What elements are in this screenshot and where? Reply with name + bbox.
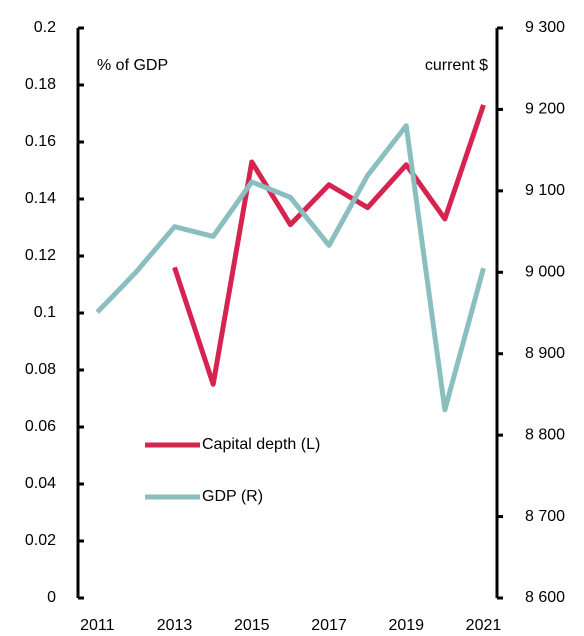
y2-tick-label: 8 700 bbox=[525, 508, 565, 525]
annotation: current $ bbox=[425, 57, 488, 74]
y-tick-label: 0.16 bbox=[25, 133, 56, 150]
line-series bbox=[95, 123, 486, 413]
line-series bbox=[172, 104, 486, 387]
x-tick-label: 2017 bbox=[311, 617, 347, 634]
y2-tick-label: 9 000 bbox=[525, 264, 565, 281]
y2-tick-label: 9 100 bbox=[525, 182, 565, 199]
annotation: % of GDP bbox=[97, 57, 168, 74]
y-tick-label: 0.2 bbox=[34, 19, 56, 36]
legend-label: GDP (R) bbox=[202, 488, 263, 505]
y-tick-label: 0.14 bbox=[25, 190, 56, 207]
y2-tick-label: 8 900 bbox=[525, 345, 565, 362]
y2-tick-label: 9 200 bbox=[525, 101, 565, 118]
y-tick-label: 0.08 bbox=[25, 361, 56, 378]
x-tick-label: 2015 bbox=[234, 617, 270, 634]
x-tick-label: 2013 bbox=[157, 617, 193, 634]
y-tick-label: 0.06 bbox=[25, 418, 56, 435]
y-tick-label: 0.12 bbox=[25, 247, 56, 264]
y2-tick-label: 9 300 bbox=[525, 19, 565, 36]
y-tick-label: 0.04 bbox=[25, 475, 56, 492]
y-tick-label: 0 bbox=[47, 589, 56, 606]
legend-label: Capital depth (L) bbox=[202, 436, 320, 453]
x-tick-label: 2021 bbox=[466, 617, 502, 634]
y-tick-label: 0.1 bbox=[34, 304, 56, 321]
y-tick-label: 0.18 bbox=[25, 76, 56, 93]
y-tick-label: 0.02 bbox=[25, 532, 56, 549]
y2-tick-label: 8 800 bbox=[525, 426, 565, 443]
x-tick-label: 2011 bbox=[80, 617, 115, 634]
x-tick-label: 2019 bbox=[388, 617, 424, 634]
y2-tick-label: 8 600 bbox=[525, 589, 565, 606]
